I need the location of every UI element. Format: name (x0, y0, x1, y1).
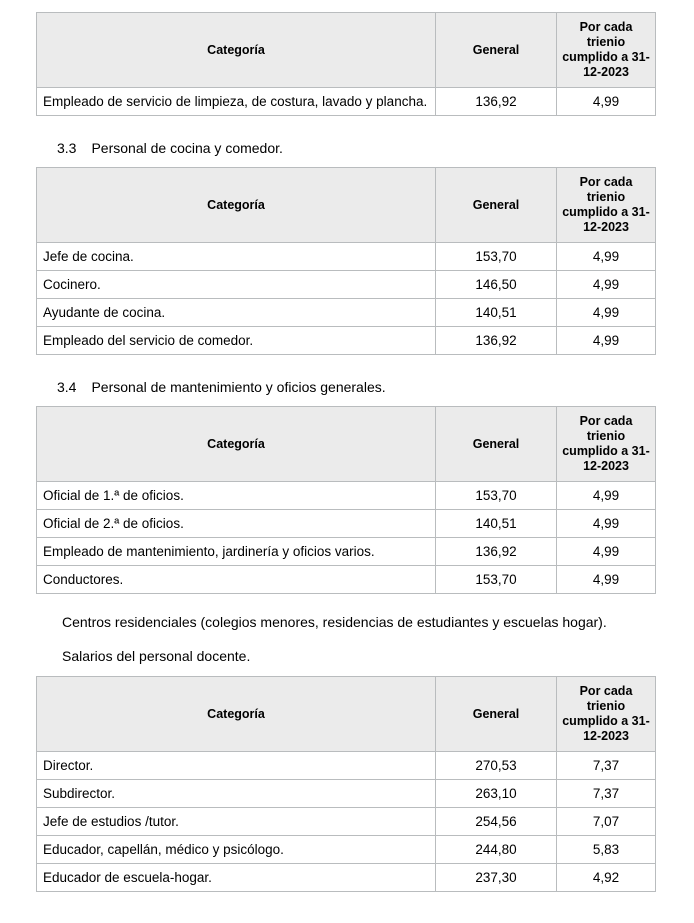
category-cell: Oficial de 2.ª de oficios. (36, 509, 436, 538)
salary-table-cocina: Categoría General Por cada trienio cumpl… (36, 167, 656, 355)
table-row: Jefe de estudios /tutor. 254,56 7,07 (36, 807, 656, 836)
header-cell-trienio: Por cada trienio cumplido a 31-12-2023 (556, 676, 656, 752)
general-cell: 254,56 (435, 807, 557, 836)
general-cell: 263,10 (435, 779, 557, 808)
header-cell-general: General (435, 676, 557, 752)
general-cell: 237,30 (435, 863, 557, 892)
header-cell-categoria: Categoría (36, 676, 436, 752)
category-cell: Jefe de estudios /tutor. (36, 807, 436, 836)
header-cell-trienio: Por cada trienio cumplido a 31-12-2023 (556, 406, 656, 482)
header-cell-categoria: Categoría (36, 406, 436, 482)
trienio-cell: 4,99 (556, 565, 656, 594)
table-row: Empleado de mantenimiento, jardinería y … (36, 537, 656, 566)
trienio-cell: 4,99 (556, 326, 656, 355)
table-row: Jefe de cocina. 153,70 4,99 (36, 242, 656, 271)
table-header-row: Categoría General Por cada trienio cumpl… (36, 167, 656, 243)
header-cell-general: General (435, 12, 557, 88)
category-cell: Director. (36, 751, 436, 780)
section-heading-3-3: 3.3 Personal de cocina y comedor. (57, 140, 655, 157)
table-row: Oficial de 1.ª de oficios. 153,70 4,99 (36, 481, 656, 510)
category-cell: Jefe de cocina. (36, 242, 436, 271)
table-header-row: Categoría General Por cada trienio cumpl… (36, 676, 656, 752)
general-cell: 136,92 (435, 326, 557, 355)
table-row: Cocinero. 146,50 4,99 (36, 270, 656, 299)
category-cell: Empleado de mantenimiento, jardinería y … (36, 537, 436, 566)
general-cell: 270,53 (435, 751, 557, 780)
category-cell: Oficial de 1.ª de oficios. (36, 481, 436, 510)
section-title: Personal de cocina y comedor. (91, 140, 283, 156)
category-cell: Empleado de servicio de limpieza, de cos… (36, 87, 436, 116)
trienio-cell: 5,83 (556, 835, 656, 864)
trienio-cell: 4,99 (556, 87, 656, 116)
section-title: Personal de mantenimiento y oficios gene… (91, 379, 386, 395)
category-cell: Educador, capellán, médico y psicólogo. (36, 835, 436, 864)
section-heading-3-4: 3.4 Personal de mantenimiento y oficios g… (57, 379, 655, 396)
section-number: 3.4 (57, 379, 77, 395)
table-header-row: Categoría General Por cada trienio cumpl… (36, 406, 656, 482)
table-row: Empleado del servicio de comedor. 136,92… (36, 326, 656, 355)
table-row: Empleado de servicio de limpieza, de cos… (36, 87, 656, 116)
table-row: Ayudante de cocina. 140,51 4,99 (36, 298, 656, 327)
table-row: Oficial de 2.ª de oficios. 140,51 4,99 (36, 509, 656, 538)
category-cell: Educador de escuela-hogar. (36, 863, 436, 892)
general-cell: 146,50 (435, 270, 557, 299)
general-cell: 136,92 (435, 87, 557, 116)
table-row: Educador, capellán, médico y psicólogo. … (36, 835, 656, 864)
general-cell: 136,92 (435, 537, 557, 566)
category-cell: Conductores. (36, 565, 436, 594)
trienio-cell: 4,99 (556, 481, 656, 510)
header-cell-trienio: Por cada trienio cumplido a 31-12-2023 (556, 12, 656, 88)
table-header-row: Categoría General Por cada trienio cumpl… (36, 12, 656, 88)
salary-table-docente: Categoría General Por cada trienio cumpl… (36, 676, 656, 892)
trienio-cell: 4,99 (556, 509, 656, 538)
header-cell-categoria: Categoría (36, 167, 436, 243)
paragraph-centros-residenciales: Centros residenciales (colegios menores,… (62, 614, 607, 630)
header-cell-general: General (435, 167, 557, 243)
paragraph-salarios-docente: Salarios del personal docente. (62, 647, 251, 664)
trienio-cell: 7,37 (556, 779, 656, 808)
salary-table-mantenimiento: Categoría General Por cada trienio cumpl… (36, 406, 656, 594)
salary-table-limpieza: Categoría General Por cada trienio cumpl… (36, 12, 656, 116)
general-cell: 140,51 (435, 509, 557, 538)
general-cell: 140,51 (435, 298, 557, 327)
category-cell: Empleado del servicio de comedor. (36, 326, 436, 355)
trienio-cell: 4,99 (556, 242, 656, 271)
header-cell-categoria: Categoría (36, 12, 436, 88)
category-cell: Subdirector. (36, 779, 436, 808)
table-row: Subdirector. 263,10 7,37 (36, 779, 656, 808)
table-row: Director. 270,53 7,37 (36, 751, 656, 780)
header-cell-general: General (435, 406, 557, 482)
general-cell: 153,70 (435, 242, 557, 271)
trienio-cell: 4,92 (556, 863, 656, 892)
trienio-cell: 4,99 (556, 270, 656, 299)
general-cell: 244,80 (435, 835, 557, 864)
category-cell: Cocinero. (36, 270, 436, 299)
section-number: 3.3 (57, 140, 77, 156)
header-cell-trienio: Por cada trienio cumplido a 31-12-2023 (556, 167, 656, 243)
trienio-cell: 4,99 (556, 537, 656, 566)
category-cell: Ayudante de cocina. (36, 298, 436, 327)
general-cell: 153,70 (435, 481, 557, 510)
trienio-cell: 7,07 (556, 807, 656, 836)
table-row: Educador de escuela-hogar. 237,30 4,92 (36, 863, 656, 892)
table-row: Conductores. 153,70 4,99 (36, 565, 656, 594)
general-cell: 153,70 (435, 565, 557, 594)
trienio-cell: 7,37 (556, 751, 656, 780)
trienio-cell: 4,99 (556, 298, 656, 327)
